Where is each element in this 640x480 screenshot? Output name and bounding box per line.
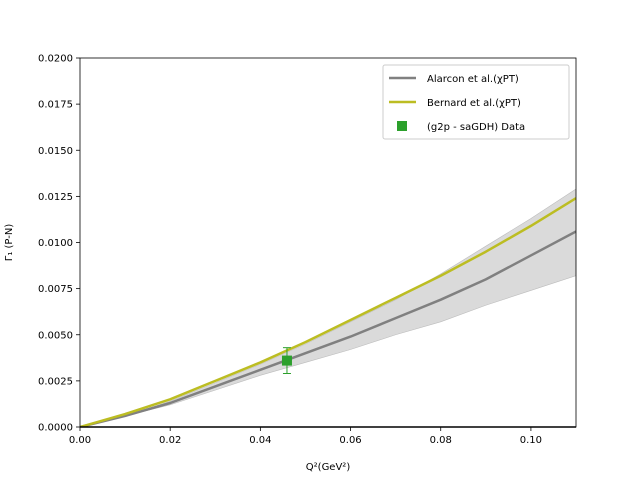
y-tick-label: 0.0150 — [38, 146, 73, 157]
x-axis-label: Q²(GeV²) — [306, 462, 351, 473]
x-tick-label: 0.10 — [520, 435, 542, 446]
y-tick-label: 0.0025 — [38, 376, 73, 387]
plot-content — [80, 188, 576, 427]
plot-area — [80, 188, 576, 427]
legend-box — [382, 64, 570, 140]
x-tick-label: 0.04 — [249, 435, 271, 446]
axes: 0.00 0.02 0.04 0.06 0.08 0.10 0.0000 0.0025 0.00… — [38, 54, 577, 446]
y-tick-label: 0.0100 — [38, 238, 73, 249]
y-tick-label: 0.0200 — [38, 54, 73, 65]
legend-entry-label: Alarcon et al.(χPT) — [427, 74, 519, 85]
line-series-0 — [80, 230, 576, 427]
y-tick-label: 0.0175 — [38, 100, 73, 111]
legend-entry-label: (g2p - saGDH) Data — [427, 122, 525, 133]
y-tick-label: 0.0075 — [38, 284, 73, 295]
uncertainty-band-series-0 — [80, 188, 576, 427]
legend-entry-label: Bernard et al.(χPT) — [427, 98, 521, 109]
x-tick-label: 0.00 — [69, 435, 91, 446]
legend: Alarcon et al.(χPT) Bernard et al.(χPT) (g… — [382, 64, 570, 140]
y-tick-label: 0.0050 — [38, 330, 73, 341]
y-axis-label: Γ₁ (P-N) — [4, 224, 15, 262]
y-tick-label: 0.0000 — [38, 423, 73, 434]
y-tick-label: 0.0125 — [38, 192, 73, 203]
x-tick-label: 0.06 — [339, 435, 361, 446]
x-tick-label: 0.08 — [430, 435, 452, 446]
legend-swatch-marker — [397, 121, 407, 131]
line-series-1 — [80, 197, 576, 427]
data-point — [281, 355, 292, 366]
x-tick-label: 0.02 — [159, 435, 181, 446]
